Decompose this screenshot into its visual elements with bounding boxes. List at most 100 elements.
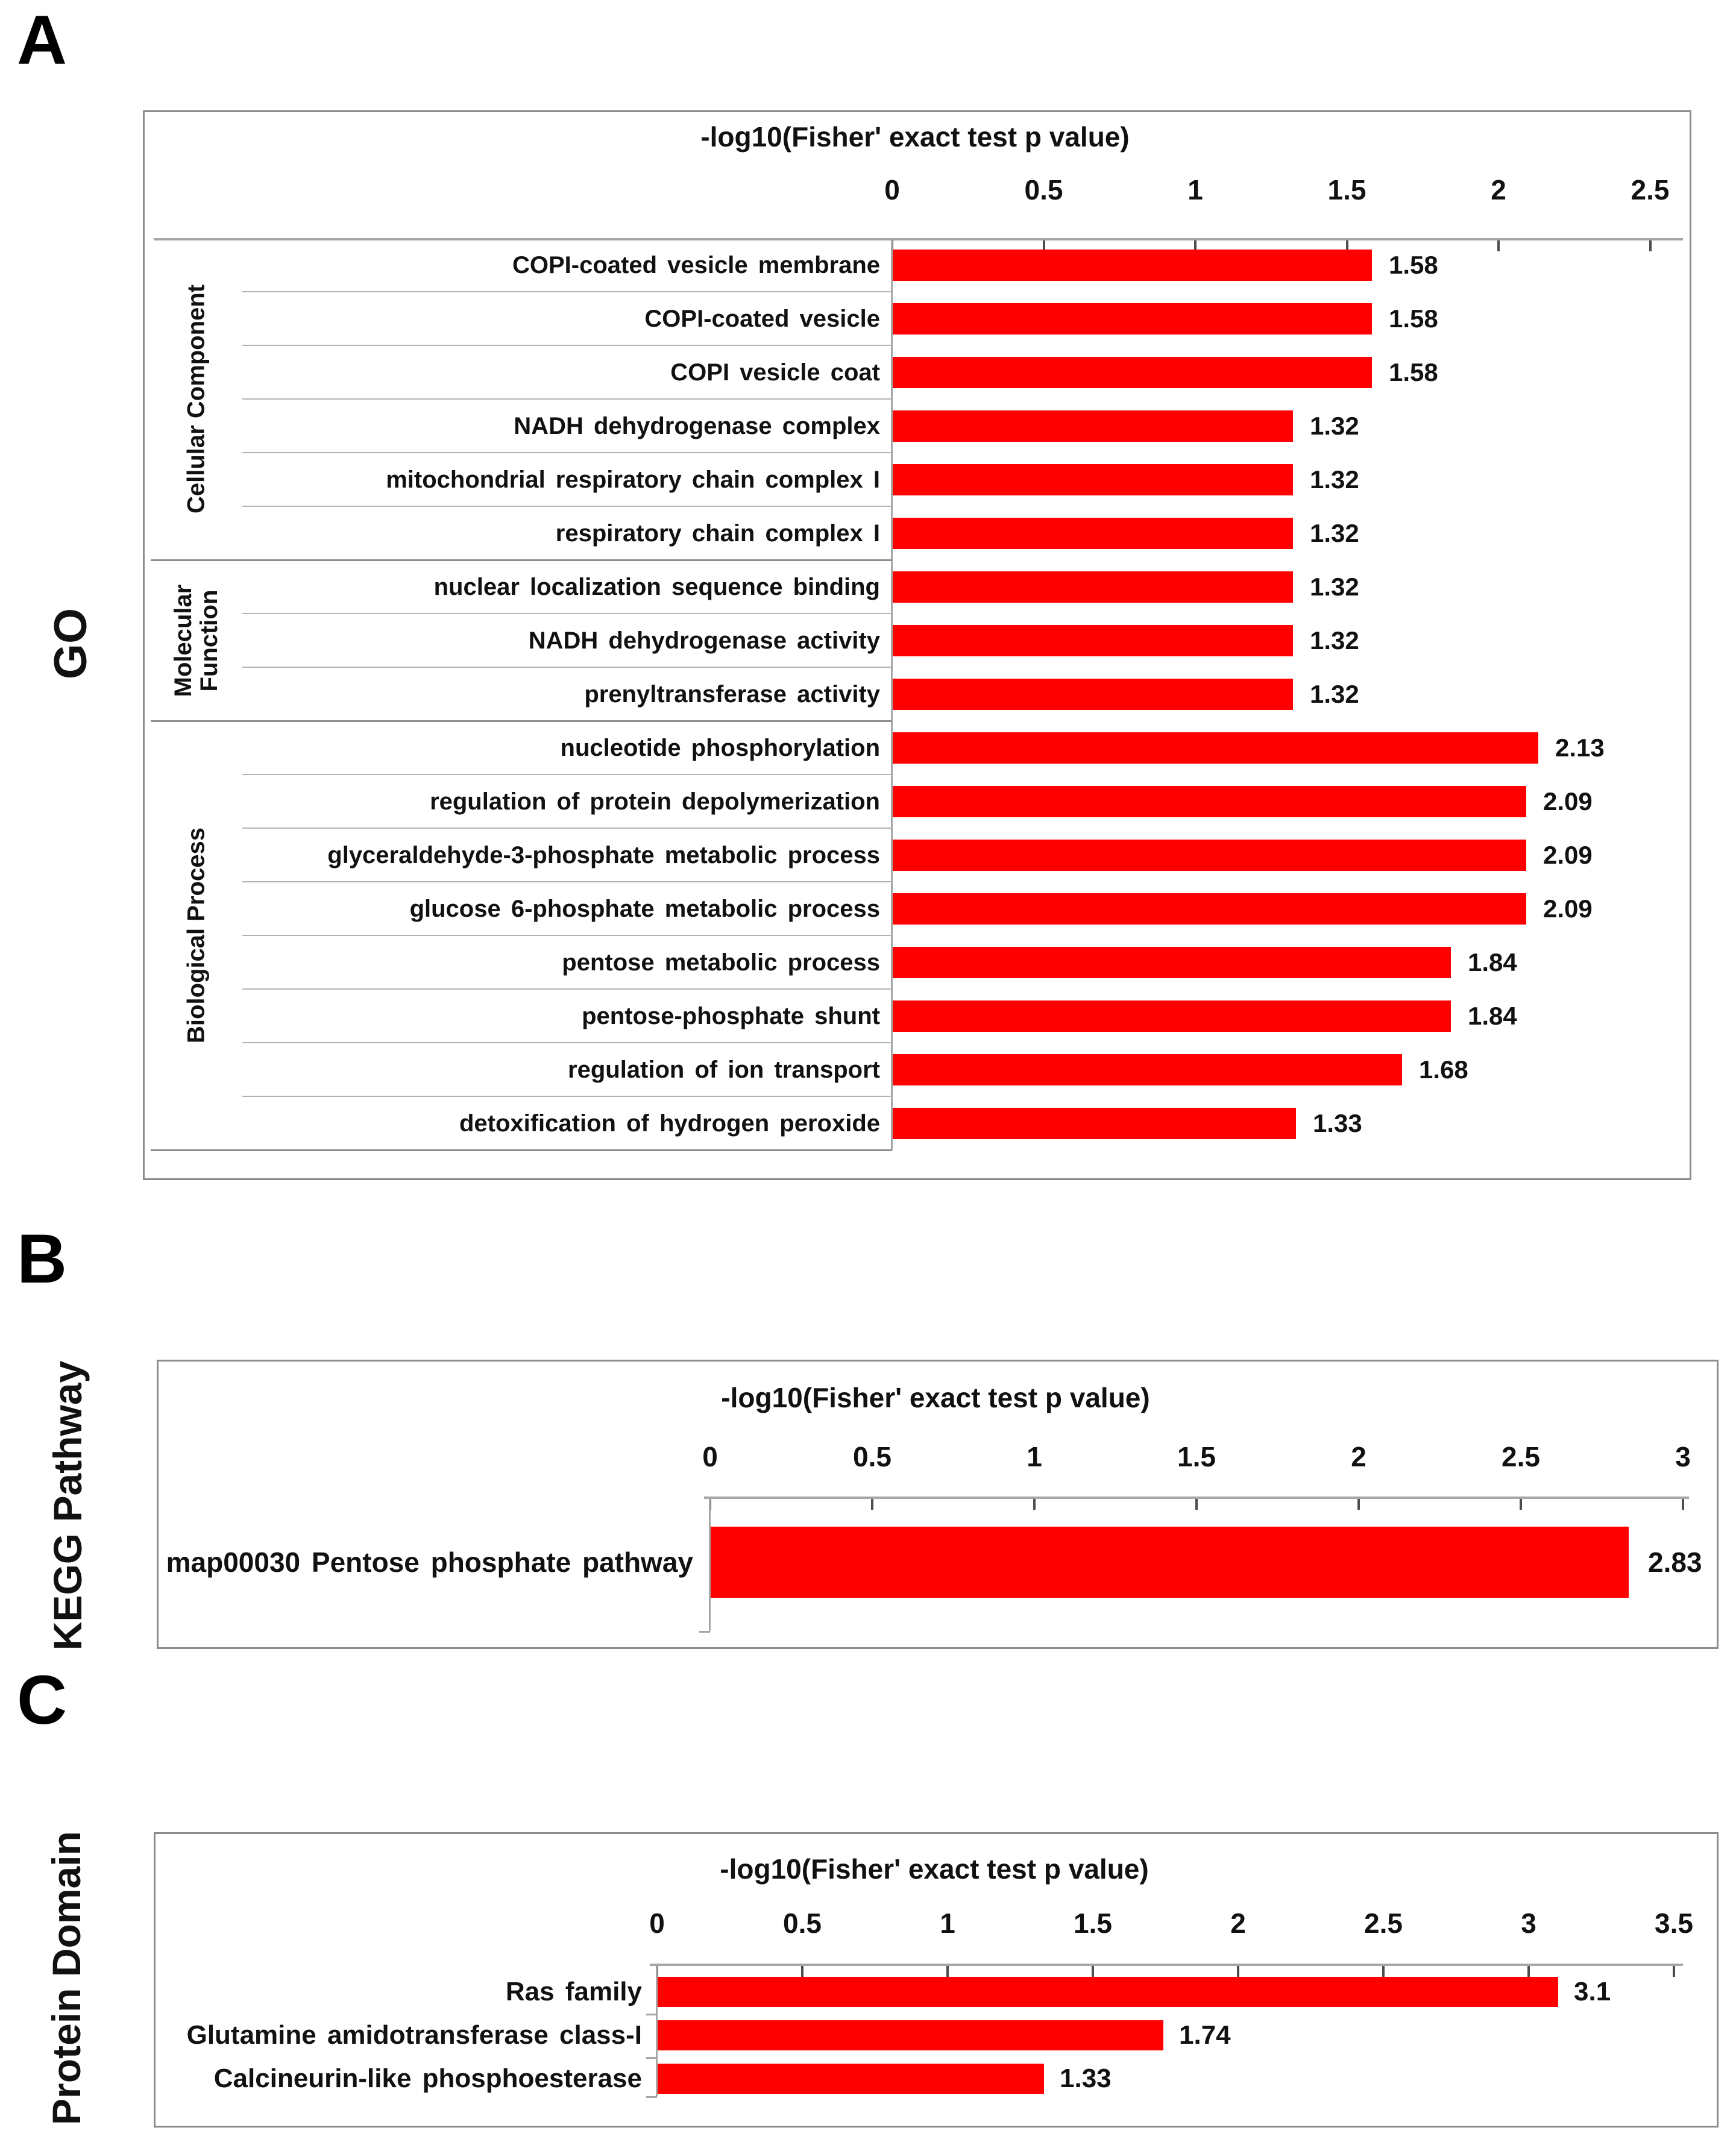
go-enrichment-bar-value-label: 1.32	[1310, 626, 1359, 655]
protein-domain-x-tick-mark	[1092, 1964, 1094, 1977]
go-enrichment-bar	[893, 249, 1372, 281]
go-enrichment-bar-value-label: 1.84	[1468, 1001, 1517, 1030]
panel-letter-c: C	[17, 1662, 68, 1739]
go-enrichment-bar-value-label: 2.09	[1543, 787, 1593, 815]
kegg-pathway-x-tick-mark	[871, 1497, 873, 1510]
go-enrichment-category-label: prenyltransferase activity	[584, 680, 880, 708]
go-enrichment-bar-value-label: 2.09	[1543, 894, 1593, 923]
go-enrichment-x-tick-label: 2	[1491, 174, 1506, 206]
protein-domain-bar	[658, 2064, 1044, 2094]
go-enrichment-bar-value-label: 1.32	[1310, 679, 1359, 708]
go-enrichment-bar-value-label: 1.58	[1389, 304, 1438, 333]
protein-domain-category-label: Glutamine amidotransferase class-I	[186, 2020, 642, 2050]
go-enrichment-bar-value-label: 1.68	[1419, 1055, 1468, 1084]
protein-domain-x-tick-mark	[1673, 1964, 1675, 1977]
go-enrichment-row-separator-line	[242, 988, 892, 990]
go-enrichment-row-separator-line	[242, 506, 892, 507]
go-enrichment-bar-value-label: 2.13	[1555, 733, 1605, 762]
go-enrichment-x-tick-label: 0.5	[1024, 174, 1063, 206]
go-enrichment-bar	[893, 303, 1372, 334]
go-enrichment-category-label: detoxification of hydrogen peroxide	[459, 1110, 880, 1137]
kegg-pathway-x-tick-mark	[1357, 1497, 1360, 1510]
go-enrichment-x-tick-label: 1	[1187, 174, 1203, 206]
go-enrichment-bar-value-label: 1.32	[1310, 411, 1359, 440]
protein-domain-category-label: Ras family	[505, 1977, 642, 2006]
side-label-go: GO	[45, 608, 96, 680]
go-enrichment-row-separator-line	[242, 1096, 892, 1097]
go-enrichment-category-label: NADH dehydrogenase activity	[528, 627, 880, 654]
protein-domain-x-axis-line	[650, 1964, 1683, 1966]
protein-domain-bar	[658, 2020, 1163, 2050]
go-enrichment-category-label: mitochondrial respiratory chain complex …	[386, 466, 880, 493]
protein-domain-category-tick-mark	[646, 2057, 657, 2059]
go-enrichment-bar	[893, 785, 1526, 817]
go-enrichment-category-label: NADH dehydrogenase complex	[514, 412, 880, 439]
go-enrichment-row-separator-line	[242, 291, 892, 292]
kegg-pathway-x-tick-label: 1.5	[1177, 1441, 1216, 1472]
kegg-pathway-bar-value-label: 2.83	[1648, 1547, 1702, 1578]
go-enrichment-category-label: glyceraldehyde-3-phosphate metabolic pro…	[327, 841, 880, 868]
go-enrichment-bar	[893, 1054, 1402, 1085]
go-enrichment-bar-value-label: 1.32	[1310, 518, 1359, 547]
go-enrichment-bar	[893, 624, 1293, 656]
kegg-pathway-bar	[711, 1527, 1629, 1598]
protein-domain-axis-title: -log10(Fisher' exact test p value)	[720, 1853, 1149, 1885]
protein-domain-bar-value-label: 3.1	[1574, 1977, 1611, 2006]
kegg-pathway-category-label: map00030 Pentose phosphate pathway	[166, 1547, 693, 1578]
side-label-protein-domain: Protein Domain	[44, 1831, 89, 2125]
protein-domain-x-tick-label: 2	[1230, 1908, 1246, 1939]
go-enrichment-bar	[893, 410, 1293, 442]
protein-domain-bar-value-label: 1.74	[1179, 2020, 1231, 2050]
go-enrichment-bar	[893, 1107, 1296, 1139]
protein-domain-x-tick-mark	[801, 1964, 804, 1977]
go-enrichment-category-label: regulation of ion transport	[568, 1056, 880, 1083]
go-enrichment-group-separator-line	[151, 720, 892, 722]
go-enrichment-x-tick-label: 1.5	[1327, 174, 1366, 206]
go-enrichment-group-label-2: Molecular Function	[169, 584, 222, 697]
go-enrichment-zero-axis-spine	[891, 238, 893, 1150]
kegg-pathway-category-tick-mark	[699, 1631, 710, 1633]
go-enrichment-bar	[893, 517, 1293, 549]
kegg-pathway-x-tick-label: 0	[702, 1441, 718, 1472]
go-enrichment-x-tick-mark	[1649, 238, 1652, 251]
go-enrichment-category-label: pentose metabolic process	[562, 949, 880, 976]
kegg-pathway-chart-frame	[157, 1360, 1719, 1649]
side-label-kegg-pathway: KEGG Pathway	[45, 1360, 90, 1651]
go-enrichment-bar	[893, 463, 1293, 495]
go-enrichment-bar	[893, 839, 1526, 871]
go-enrichment-category-label: COPI-coated vesicle	[644, 305, 880, 332]
go-enrichment-bar	[893, 893, 1526, 925]
go-enrichment-bar	[893, 356, 1372, 388]
go-enrichment-bar	[893, 1000, 1451, 1032]
go-enrichment-bar-value-label: 1.58	[1389, 250, 1438, 279]
kegg-pathway-x-tick-mark	[1195, 1497, 1198, 1510]
go-enrichment-category-label: pentose-phosphate shunt	[582, 1002, 880, 1029]
go-enrichment-bar-value-label: 1.32	[1310, 572, 1359, 601]
go-enrichment-x-axis-line	[154, 238, 1683, 240]
kegg-pathway-x-tick-mark	[1682, 1497, 1684, 1510]
go-enrichment-row-separator-line	[242, 345, 892, 346]
protein-domain-x-tick-label: 3	[1521, 1908, 1536, 1939]
go-enrichment-category-label: glucose 6-phosphate metabolic process	[409, 895, 880, 922]
go-enrichment-bar	[893, 732, 1538, 764]
protein-domain-category-label: Calcineurin-like phosphoesterase	[213, 2064, 642, 2093]
go-enrichment-category-label: nucleotide phosphorylation	[560, 734, 880, 761]
kegg-pathway-x-tick-label: 3	[1675, 1441, 1691, 1472]
kegg-pathway-x-tick-label: 0.5	[853, 1441, 892, 1472]
go-enrichment-axis-title: -log10(Fisher' exact test p value)	[700, 121, 1130, 152]
go-enrichment-category-label: COPI vesicle coat	[670, 359, 880, 386]
go-enrichment-x-tick-mark	[1345, 238, 1348, 251]
go-enrichment-group-label-3: Biological Process	[183, 828, 210, 1043]
kegg-pathway-axis-title: -log10(Fisher' exact test p value)	[721, 1382, 1150, 1413]
go-enrichment-row-separator-line	[242, 667, 892, 668]
protein-domain-zero-axis-spine	[656, 1964, 658, 2096]
go-enrichment-bar-value-label: 2.09	[1543, 840, 1593, 869]
go-enrichment-row-separator-line	[242, 774, 892, 775]
go-enrichment-category-label: respiratory chain complex I	[555, 520, 880, 547]
go-enrichment-row-separator-line	[242, 398, 892, 400]
protein-domain-x-tick-mark	[1382, 1964, 1385, 1977]
go-enrichment-bar	[893, 678, 1293, 710]
go-enrichment-row-separator-line	[242, 881, 892, 882]
kegg-pathway-x-tick-label: 2.5	[1502, 1441, 1540, 1472]
